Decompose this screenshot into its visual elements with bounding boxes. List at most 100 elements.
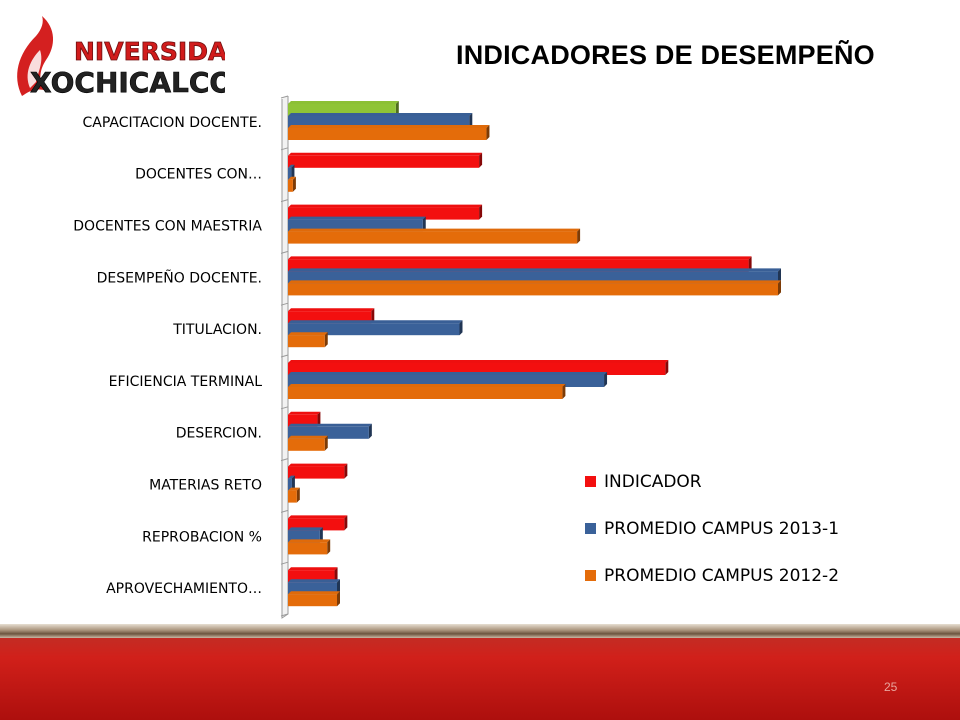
bar-top-face bbox=[288, 125, 490, 128]
bar-top-face bbox=[288, 567, 338, 571]
bar-front-face bbox=[288, 594, 337, 607]
bar-top-face bbox=[288, 579, 340, 583]
axis-wall bbox=[281, 96, 289, 619]
bar-end-face bbox=[778, 268, 781, 284]
bar-top-face bbox=[288, 320, 463, 324]
bar-end-face bbox=[371, 308, 375, 324]
bar bbox=[288, 164, 295, 180]
bar-top-face bbox=[288, 384, 566, 387]
bar-end-face bbox=[291, 475, 295, 491]
bar-end-face bbox=[577, 228, 581, 244]
bar-end-face bbox=[334, 567, 338, 583]
legend-swatch bbox=[585, 570, 596, 581]
category-label: DOCENTES CON… bbox=[135, 167, 262, 183]
bar bbox=[288, 320, 463, 336]
bar-top-face bbox=[288, 164, 295, 168]
bar bbox=[288, 384, 566, 399]
legend-label: PROMEDIO CAMPUS 2013-1 bbox=[604, 519, 839, 539]
bar-top-face bbox=[288, 268, 781, 272]
bar-front-face bbox=[288, 387, 563, 399]
bar bbox=[288, 176, 296, 192]
page-title: INDICADORES DE DESEMPEÑO bbox=[456, 40, 875, 70]
bar-front-face bbox=[288, 438, 325, 451]
axis-tick bbox=[280, 406, 289, 410]
bar-end-face bbox=[665, 360, 669, 375]
bar-front-face bbox=[288, 478, 292, 491]
bar-end-face bbox=[344, 463, 348, 479]
bar-end-face bbox=[291, 164, 295, 180]
chart-category-labels: CAPACITACION DOCENTE. DOCENTES CON… DOCENT… bbox=[73, 115, 262, 597]
legend-label: PROMEDIO CAMPUS 2012-2 bbox=[604, 566, 839, 586]
bar-front-face bbox=[288, 155, 480, 168]
axis-tick bbox=[280, 250, 289, 254]
category-label: MATERIAS RETO bbox=[149, 478, 262, 494]
bar-end-face bbox=[469, 113, 473, 128]
bar-end-face bbox=[292, 176, 296, 192]
bar bbox=[288, 475, 295, 491]
bar-end-face bbox=[344, 515, 348, 531]
bar-top-face bbox=[288, 475, 295, 479]
legend-swatch bbox=[585, 523, 596, 534]
bar-end-face bbox=[317, 411, 321, 427]
bar-end-face bbox=[479, 152, 483, 168]
bar-end-face bbox=[337, 579, 340, 595]
category-label: DOCENTES CON MAESTRIA bbox=[73, 219, 262, 235]
bar-front-face bbox=[288, 283, 778, 296]
axis-tick bbox=[280, 199, 289, 203]
bar-top-face bbox=[288, 515, 348, 519]
bar-front-face bbox=[288, 490, 297, 503]
axis-tick bbox=[280, 354, 289, 358]
bar-top-face bbox=[288, 204, 483, 208]
bar-top-face bbox=[288, 591, 340, 595]
legend-swatch bbox=[585, 476, 596, 487]
bar bbox=[288, 539, 331, 555]
bar-top-face bbox=[288, 423, 372, 427]
bar bbox=[288, 463, 348, 479]
bar-top-face bbox=[288, 463, 348, 467]
bar-front-face bbox=[288, 335, 325, 348]
legend-label: INDICADOR bbox=[604, 472, 702, 492]
bar-top-face bbox=[288, 527, 323, 531]
page-number: 25 bbox=[884, 680, 898, 694]
axis-tick bbox=[280, 509, 289, 513]
footer-band bbox=[0, 624, 960, 720]
bar bbox=[288, 487, 300, 503]
bar-front-face bbox=[288, 179, 293, 192]
bar-top-face bbox=[288, 411, 321, 415]
axis-tick bbox=[280, 561, 289, 565]
university-logo: NIVERSIDAD XOCHICALCO bbox=[17, 16, 225, 99]
bar bbox=[288, 435, 328, 451]
bar-end-face bbox=[324, 332, 328, 348]
bar-end-face bbox=[368, 423, 372, 439]
bar-end-face bbox=[778, 280, 781, 296]
bar-front-face bbox=[288, 231, 578, 244]
bar-top-face bbox=[288, 256, 752, 260]
bar-top-face bbox=[288, 435, 328, 439]
bar-front-face bbox=[288, 128, 487, 140]
bar-front-face bbox=[288, 542, 328, 555]
chart-legend: INDICADOR PROMEDIO CAMPUS 2013-1 PROMEDIO … bbox=[585, 472, 839, 586]
bar bbox=[288, 228, 581, 244]
bar-top-face bbox=[288, 372, 608, 375]
bar-end-face bbox=[337, 591, 340, 607]
axis-tick bbox=[280, 147, 289, 151]
category-label: DESEMPEÑO DOCENTE. bbox=[97, 269, 262, 286]
bar-top-face bbox=[288, 176, 296, 180]
logo-flame-inner-icon bbox=[27, 50, 42, 88]
bar-end-face bbox=[459, 320, 463, 336]
bar-top-face bbox=[288, 216, 426, 220]
bar-top-face bbox=[288, 539, 331, 543]
axis-tick bbox=[280, 302, 289, 306]
bar-top-face bbox=[288, 360, 669, 363]
bar-front-face bbox=[288, 466, 345, 479]
bar-end-face bbox=[319, 527, 323, 543]
category-label: DESERCION. bbox=[176, 426, 262, 442]
bar bbox=[288, 332, 328, 348]
bar-top-face bbox=[288, 152, 483, 156]
category-label: EFICIENCIA TERMINAL bbox=[109, 374, 263, 390]
chart-axes bbox=[280, 95, 289, 619]
logo-line1: NIVERSIDAD bbox=[74, 37, 225, 66]
bar bbox=[288, 280, 781, 296]
bar-top-face bbox=[288, 101, 399, 104]
